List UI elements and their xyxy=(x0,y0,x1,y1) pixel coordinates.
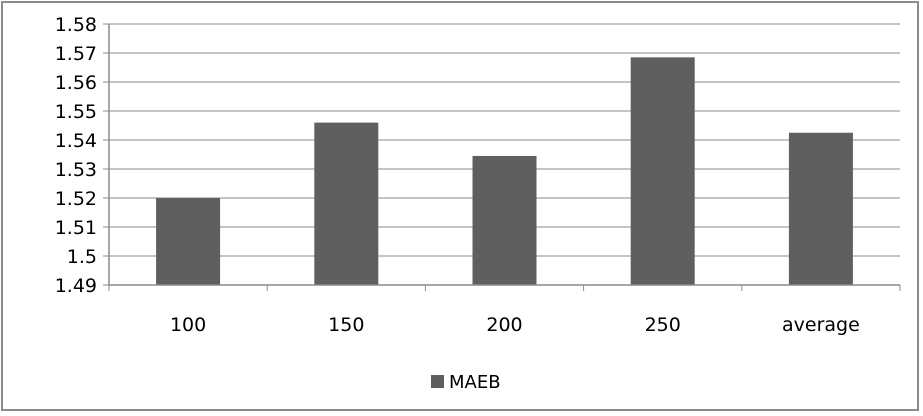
x-tick-label: 100 xyxy=(170,314,206,336)
tick-labels: 1.49 1.5 1.51 1.52 1.53 1.54 1.55 1.56 1.57 1.58 1… xyxy=(55,14,860,336)
axes xyxy=(103,23,901,291)
x-tick-label: 200 xyxy=(486,314,522,336)
y-tick-label: 1.56 xyxy=(55,72,97,94)
y-tick-label: 1.52 xyxy=(55,188,97,210)
y-tick-label: 1.49 xyxy=(55,275,97,297)
bar xyxy=(788,132,853,285)
x-tick-label: 150 xyxy=(328,314,364,336)
grid-lines xyxy=(109,23,900,257)
bar xyxy=(630,57,695,285)
y-tick-label: 1.5 xyxy=(67,246,97,268)
bar xyxy=(156,198,221,285)
y-tick-label: 1.58 xyxy=(55,14,97,36)
bar xyxy=(472,155,537,285)
legend: MAEB xyxy=(431,372,501,393)
y-tick-label: 1.54 xyxy=(55,130,97,152)
y-tick-label: 1.51 xyxy=(55,217,97,239)
x-tick-label: average xyxy=(782,314,860,336)
bars xyxy=(156,57,853,285)
y-tick-label: 1.53 xyxy=(55,159,97,181)
x-tick-label: 250 xyxy=(645,314,681,336)
legend-label-maeb: MAEB xyxy=(449,372,501,393)
y-tick-label: 1.57 xyxy=(55,43,97,65)
bar xyxy=(314,122,379,285)
y-tick-label: 1.55 xyxy=(55,101,97,123)
legend-swatch xyxy=(431,375,444,388)
